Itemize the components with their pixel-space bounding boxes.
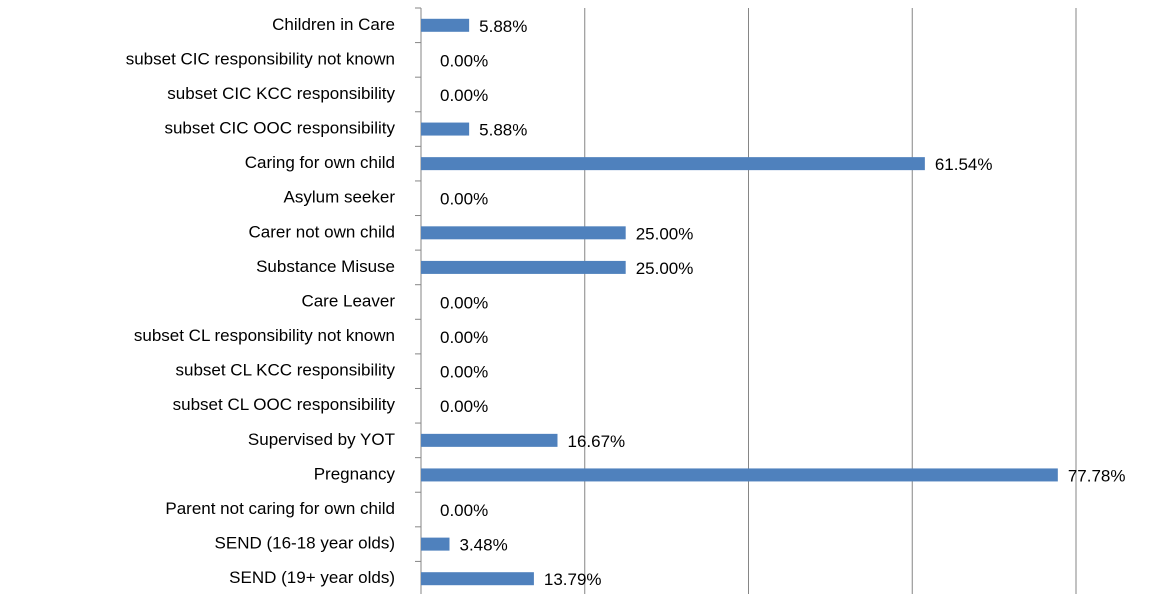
category-label: Parent not caring for own child xyxy=(165,499,395,518)
category-label: Pregnancy xyxy=(314,464,396,483)
category-label: SEND (16-18 year olds) xyxy=(215,534,395,553)
category-label: subset CIC KCC responsibility xyxy=(167,84,395,103)
category-label: Asylum seeker xyxy=(284,188,396,207)
bar xyxy=(421,122,470,136)
bar xyxy=(421,18,470,32)
bar xyxy=(421,468,1058,482)
value-label: 5.88% xyxy=(479,121,527,140)
category-label: Care Leaver xyxy=(301,291,395,310)
category-label: subset CL OOC responsibility xyxy=(173,395,396,414)
value-label: 77.78% xyxy=(1068,466,1126,485)
category-label: Caring for own child xyxy=(245,153,395,172)
value-label: 3.48% xyxy=(459,536,507,555)
category-label: SEND (19+ year olds) xyxy=(229,568,395,587)
value-label: 0.00% xyxy=(440,51,488,70)
value-label: 61.54% xyxy=(935,155,993,174)
category-label: subset CL responsibility not known xyxy=(134,326,395,345)
bar xyxy=(421,433,558,447)
value-label: 0.00% xyxy=(440,397,488,416)
bar xyxy=(421,260,626,274)
value-label: 0.00% xyxy=(440,501,488,520)
value-label: 0.00% xyxy=(440,363,488,382)
category-label: Carer not own child xyxy=(249,222,395,241)
bar xyxy=(421,226,626,240)
value-label: 0.00% xyxy=(440,293,488,312)
value-label: 0.00% xyxy=(440,86,488,105)
value-label: 25.00% xyxy=(636,224,694,243)
category-label: subset CIC responsibility not known xyxy=(126,49,395,68)
bar xyxy=(421,572,534,586)
value-label: 16.67% xyxy=(567,432,625,451)
value-label: 5.88% xyxy=(479,17,527,36)
category-label: Children in Care xyxy=(272,15,395,34)
value-label: 25.00% xyxy=(636,259,694,278)
category-label: subset CIC OOC responsibility xyxy=(164,119,395,138)
value-label: 0.00% xyxy=(440,190,488,209)
value-label: 0.00% xyxy=(440,328,488,347)
category-label: subset CL KCC responsibility xyxy=(175,361,395,380)
category-label: Substance Misuse xyxy=(256,257,395,276)
value-label: 13.79% xyxy=(544,570,602,589)
bar xyxy=(421,157,925,171)
category-label: Supervised by YOT xyxy=(248,430,395,449)
bar xyxy=(421,537,450,551)
